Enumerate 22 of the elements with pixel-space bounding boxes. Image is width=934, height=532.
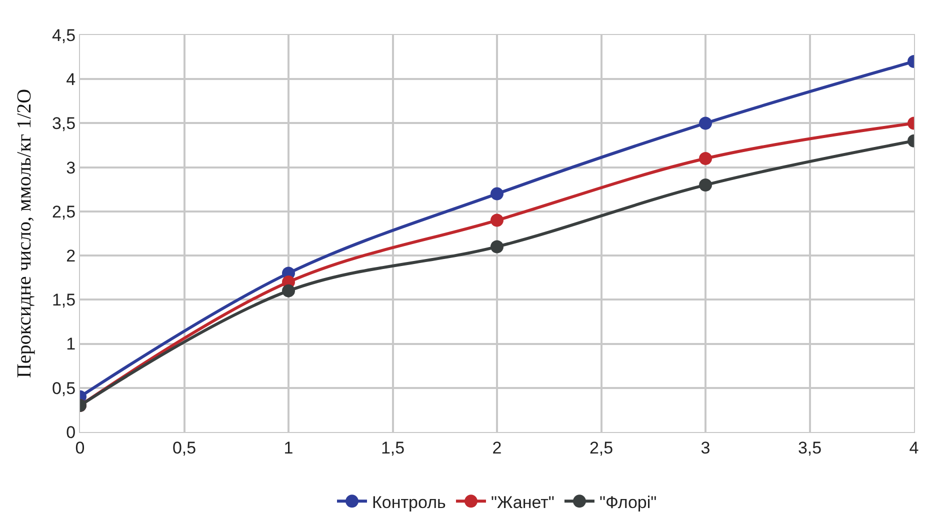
y-tick-label: 2 xyxy=(66,246,76,266)
legend-label: Контроль xyxy=(372,492,446,512)
x-tick-label: 1,5 xyxy=(380,438,405,458)
x-tick-label: 1 xyxy=(284,438,294,458)
x-tick-label: 2 xyxy=(492,438,502,458)
x-tick-label: 3 xyxy=(700,438,710,458)
x-tick-label: 3,5 xyxy=(798,438,822,458)
x-tick-label: 2,5 xyxy=(589,438,614,458)
y-tick-label: 1,5 xyxy=(52,290,76,310)
x-tick-label: 0,5 xyxy=(172,438,196,458)
y-tick-label: 0 xyxy=(66,422,76,442)
legend-label: "Флорі" xyxy=(599,492,657,512)
x-tick-label: 4 xyxy=(909,438,919,458)
y-tick-label: 2,5 xyxy=(52,202,76,222)
y-tick-label: 1 xyxy=(66,334,76,354)
y-tick-label: 3,5 xyxy=(52,114,76,134)
y-tick-label: 0,5 xyxy=(52,378,76,398)
y-tick-label: 3 xyxy=(66,158,76,178)
y-axis-title: Пероксидне число, ммоль/кг 1/2О xyxy=(13,88,36,378)
y-tick-label: 4,5 xyxy=(52,26,76,45)
legend-label: "Жанет" xyxy=(490,492,554,512)
y-tick-label: 4 xyxy=(66,70,76,90)
